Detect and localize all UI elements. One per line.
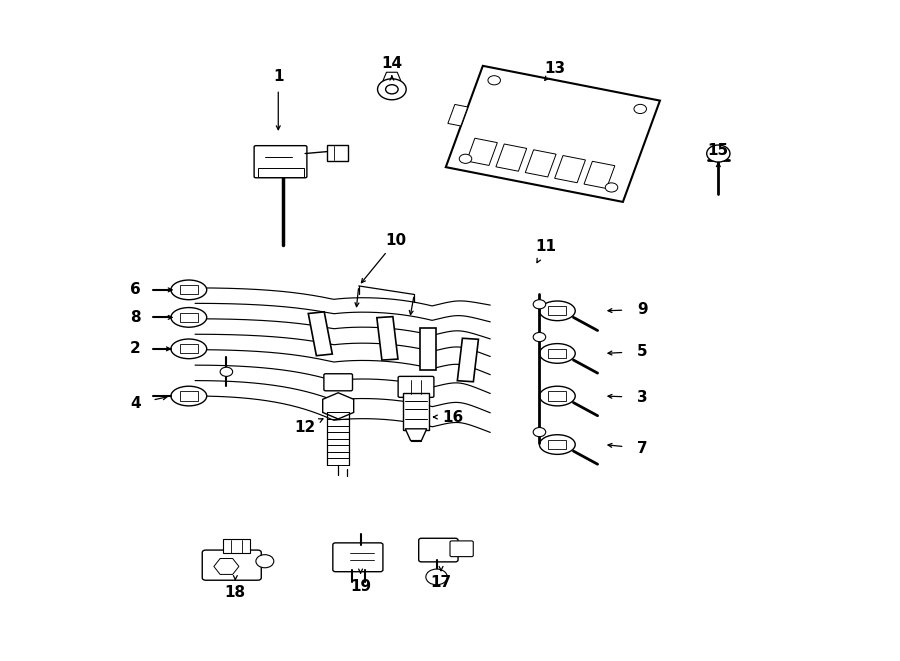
FancyBboxPatch shape [202,550,261,580]
FancyBboxPatch shape [324,373,353,391]
Polygon shape [448,104,468,126]
Circle shape [220,368,232,376]
Polygon shape [419,328,436,370]
Polygon shape [382,72,400,81]
Ellipse shape [171,280,207,299]
FancyBboxPatch shape [333,543,382,572]
Bar [548,349,566,358]
Bar [180,313,198,322]
Text: 3: 3 [637,390,648,405]
FancyBboxPatch shape [398,376,434,397]
Text: 1: 1 [273,69,284,84]
Text: 10: 10 [386,233,407,248]
Polygon shape [554,155,586,182]
Circle shape [256,555,274,568]
Text: 14: 14 [382,56,402,71]
Text: 15: 15 [707,143,729,158]
Polygon shape [457,338,479,382]
Text: 7: 7 [637,441,648,456]
Ellipse shape [539,344,575,364]
FancyBboxPatch shape [257,168,304,177]
Circle shape [606,183,617,192]
Text: 12: 12 [294,420,316,435]
Circle shape [634,104,646,114]
Polygon shape [446,66,660,202]
Bar [180,391,198,401]
Polygon shape [466,138,498,165]
Text: 19: 19 [350,578,371,594]
Text: 11: 11 [536,239,556,254]
Polygon shape [377,317,398,360]
Ellipse shape [539,301,575,321]
Polygon shape [584,161,615,188]
Text: 9: 9 [637,302,648,317]
Bar [548,440,566,449]
Circle shape [533,428,545,437]
Polygon shape [214,559,238,574]
Ellipse shape [539,435,575,454]
FancyBboxPatch shape [327,145,348,161]
Text: 17: 17 [430,575,452,590]
Ellipse shape [171,386,207,406]
FancyBboxPatch shape [403,393,428,430]
Polygon shape [309,312,332,356]
Circle shape [706,145,730,162]
Text: 13: 13 [544,61,565,76]
Text: 2: 2 [130,341,140,356]
FancyBboxPatch shape [254,145,307,178]
Bar [548,391,566,401]
Ellipse shape [539,386,575,406]
FancyBboxPatch shape [418,538,458,562]
Ellipse shape [171,307,207,327]
Text: 6: 6 [130,282,140,297]
Bar [548,306,566,315]
Circle shape [459,154,472,163]
Text: 16: 16 [442,410,464,424]
Circle shape [488,76,500,85]
Bar [180,344,198,354]
Circle shape [385,85,398,94]
FancyBboxPatch shape [450,541,473,557]
Polygon shape [496,144,526,171]
Text: 4: 4 [130,397,140,411]
Polygon shape [405,429,427,441]
Text: 18: 18 [225,585,246,600]
Polygon shape [526,150,556,177]
Circle shape [426,569,447,585]
Polygon shape [323,393,354,419]
FancyBboxPatch shape [223,539,249,553]
Circle shape [533,299,545,309]
Bar [180,286,198,294]
Text: 5: 5 [637,344,648,359]
Circle shape [377,79,406,100]
Circle shape [533,332,545,342]
Text: 8: 8 [130,310,140,325]
Ellipse shape [171,339,207,359]
